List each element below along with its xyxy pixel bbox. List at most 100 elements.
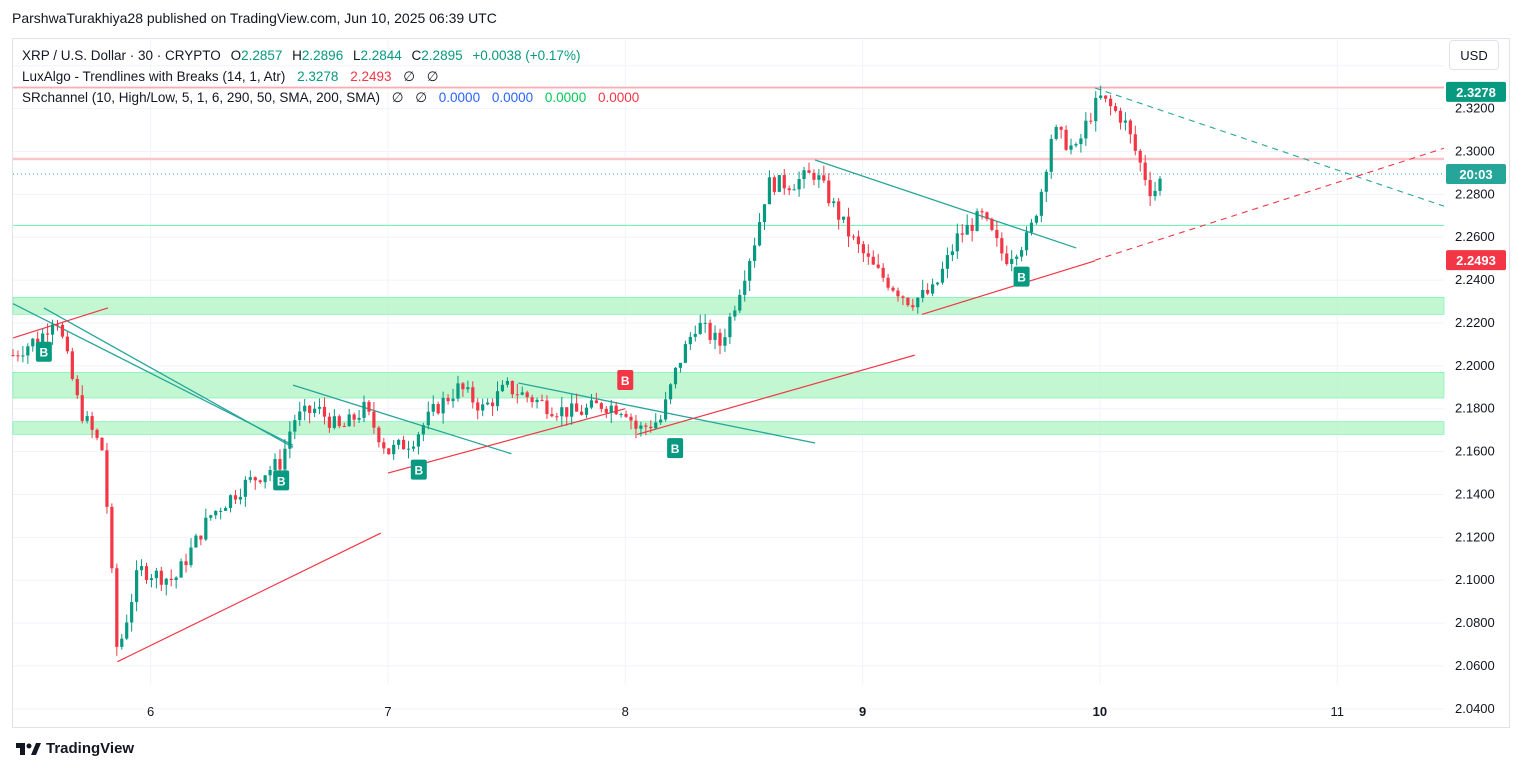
candle[interactable] [975, 211, 979, 231]
legend-luxalgo-row[interactable]: LuxAlgo - Trendlines with Breaks (14, 1,… [22, 66, 639, 87]
candle[interactable] [886, 277, 890, 288]
candle[interactable] [668, 384, 673, 400]
candle[interactable] [36, 338, 40, 343]
candle[interactable] [515, 394, 519, 396]
support-zone[interactable] [12, 371, 1445, 399]
candle[interactable] [797, 179, 801, 190]
candle[interactable] [1084, 120, 1088, 139]
break-signal-badge[interactable] [667, 438, 684, 459]
candle[interactable] [856, 236, 861, 245]
candle[interactable] [1044, 171, 1048, 192]
candle[interactable] [179, 561, 183, 578]
candle[interactable] [876, 264, 880, 268]
candle[interactable] [579, 411, 584, 415]
candle[interactable] [100, 437, 104, 451]
candle[interactable] [1113, 106, 1118, 111]
candle[interactable] [406, 448, 411, 450]
candle[interactable] [189, 547, 193, 566]
candle[interactable] [1069, 145, 1073, 150]
candle[interactable] [634, 420, 638, 429]
candle[interactable] [673, 367, 678, 385]
candle[interactable] [738, 294, 742, 311]
trendline-support[interactable] [12, 307, 109, 339]
candle[interactable] [1000, 238, 1004, 254]
trendline-support[interactable] [636, 354, 915, 436]
candle[interactable] [397, 439, 401, 445]
candle[interactable] [421, 425, 425, 435]
candle[interactable] [298, 411, 302, 421]
candle[interactable] [500, 384, 505, 392]
candle[interactable] [565, 407, 569, 417]
candle[interactable] [1074, 144, 1078, 146]
candle[interactable] [26, 346, 30, 356]
candle[interactable] [50, 324, 55, 335]
legend-srchannel-row[interactable]: SRchannel (10, High/Low, 5, 1, 6, 290, 5… [22, 87, 639, 108]
candle[interactable] [851, 236, 856, 238]
candle[interactable] [228, 495, 233, 509]
candle[interactable] [219, 510, 223, 512]
candle[interactable] [921, 289, 925, 298]
candle[interactable] [95, 429, 99, 438]
candle[interactable] [757, 222, 762, 246]
candle[interactable] [624, 414, 628, 417]
candle[interactable] [614, 405, 618, 415]
candle[interactable] [990, 218, 994, 230]
candle[interactable] [387, 448, 391, 455]
candle[interactable] [308, 405, 312, 413]
candle[interactable] [288, 431, 292, 449]
candle[interactable] [629, 416, 633, 421]
candle[interactable] [357, 417, 361, 420]
trendline-support[interactable] [387, 408, 626, 474]
support-zone[interactable] [12, 296, 1445, 315]
candle[interactable] [342, 426, 346, 428]
candle[interactable] [1108, 98, 1113, 107]
candle[interactable] [659, 419, 663, 423]
candle[interactable] [609, 405, 613, 413]
break-signal-badge[interactable] [35, 341, 52, 362]
trendline-support[interactable] [117, 532, 382, 663]
candle[interactable] [362, 401, 366, 418]
candle[interactable] [594, 400, 598, 404]
candle[interactable] [871, 256, 875, 265]
candle[interactable] [125, 622, 129, 639]
candle[interactable] [555, 416, 559, 418]
support-zone[interactable] [12, 421, 1445, 435]
candle[interactable] [426, 411, 430, 426]
candle[interactable] [777, 175, 781, 192]
candle[interactable] [392, 444, 396, 455]
countdown-tag[interactable] [1446, 163, 1506, 184]
candle[interactable] [866, 253, 870, 257]
break-signal-badge[interactable] [617, 370, 634, 391]
candle[interactable] [441, 397, 445, 414]
candle[interactable] [570, 403, 574, 417]
candle[interactable] [303, 405, 307, 412]
candle[interactable] [901, 296, 905, 298]
candle[interactable] [940, 268, 945, 283]
tradingview-logo[interactable]: TradingView [14, 740, 134, 757]
candle[interactable] [728, 316, 732, 338]
candle[interactable] [1019, 250, 1024, 257]
break-signal-badge[interactable] [410, 459, 427, 480]
candle[interactable] [85, 416, 89, 421]
candle[interactable] [575, 403, 579, 412]
candle[interactable] [1039, 191, 1043, 216]
candle[interactable] [495, 391, 500, 407]
candle[interactable] [75, 378, 79, 396]
candle[interactable] [1064, 129, 1068, 150]
candle[interactable] [950, 251, 954, 256]
candle[interactable] [60, 324, 65, 337]
candle[interactable] [416, 434, 421, 447]
candle[interactable] [1049, 138, 1053, 172]
candle[interactable] [120, 638, 124, 647]
candle[interactable] [688, 336, 692, 345]
candle[interactable] [520, 392, 524, 395]
candle[interactable] [896, 290, 900, 297]
candle[interactable] [293, 420, 297, 432]
candle[interactable] [110, 506, 114, 569]
candle[interactable] [649, 426, 653, 429]
candle[interactable] [144, 566, 149, 580]
candle[interactable] [1015, 256, 1019, 259]
candle[interactable] [604, 408, 608, 413]
candle[interactable] [767, 177, 772, 205]
candle[interactable] [149, 578, 154, 580]
